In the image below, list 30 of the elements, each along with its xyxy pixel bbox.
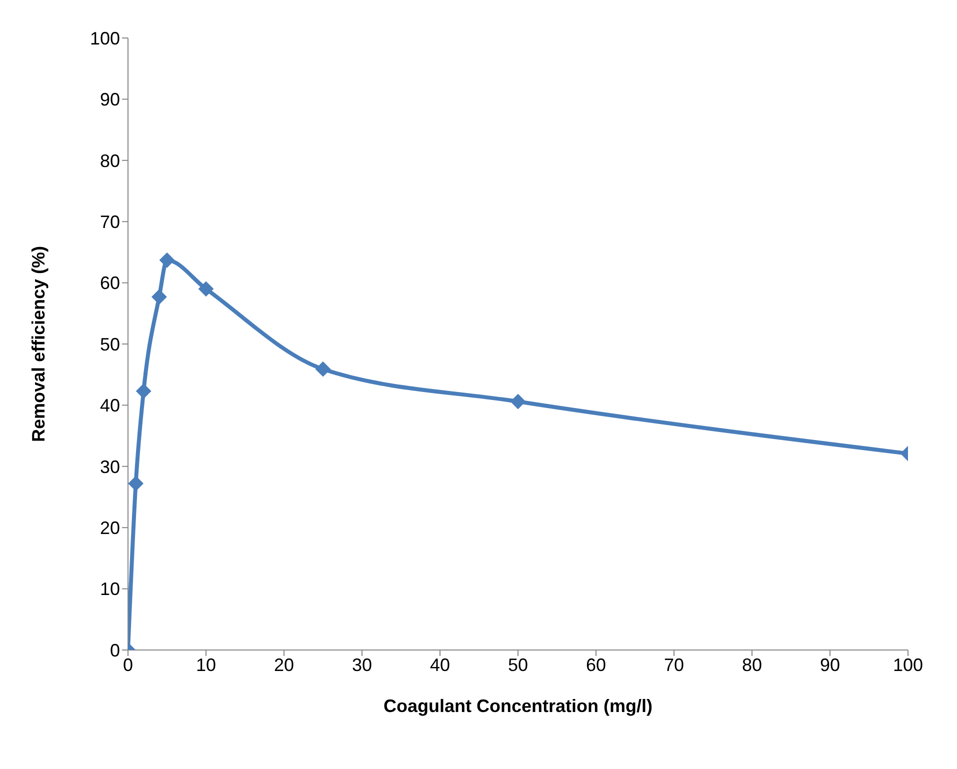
x-tick-label: 20: [274, 654, 294, 675]
x-tick-label: 30: [352, 654, 372, 675]
x-tick-label: 50: [508, 654, 528, 675]
point: [152, 289, 167, 304]
y-tick-label: 20: [100, 518, 120, 538]
point: [160, 252, 174, 268]
y-tick-label: 50: [100, 334, 120, 354]
x-tick-label: 10: [196, 654, 216, 675]
y-tick-label: 40: [100, 396, 120, 416]
x-tick-label: 0: [122, 654, 134, 675]
y-tick-label: 100: [90, 28, 120, 48]
x-tick-label: 60: [586, 654, 606, 675]
x-tick-label: 90: [820, 654, 840, 675]
point: [128, 476, 144, 492]
y-tick-label: 60: [100, 273, 120, 294]
y-tick-label: 80: [100, 150, 120, 171]
y-tick-label: 0: [110, 640, 120, 660]
x-tick-label: 100: [892, 654, 924, 675]
y-tick-label: 90: [100, 90, 120, 110]
x-tick-label: 80: [742, 654, 762, 675]
y-axis-title: Removal efficiency (%): [28, 246, 48, 442]
y-tick-label: 30: [100, 456, 120, 477]
y-tick-label: 70: [100, 212, 120, 232]
x-tick-label: 40: [430, 654, 450, 675]
point: [316, 362, 330, 377]
point: [198, 281, 214, 296]
y-tick-label: 10: [100, 579, 120, 600]
x-tick-label: 70: [664, 654, 684, 675]
x-axis-title: Coagulant Concentration (mg/l): [384, 696, 652, 716]
point: [136, 384, 152, 399]
